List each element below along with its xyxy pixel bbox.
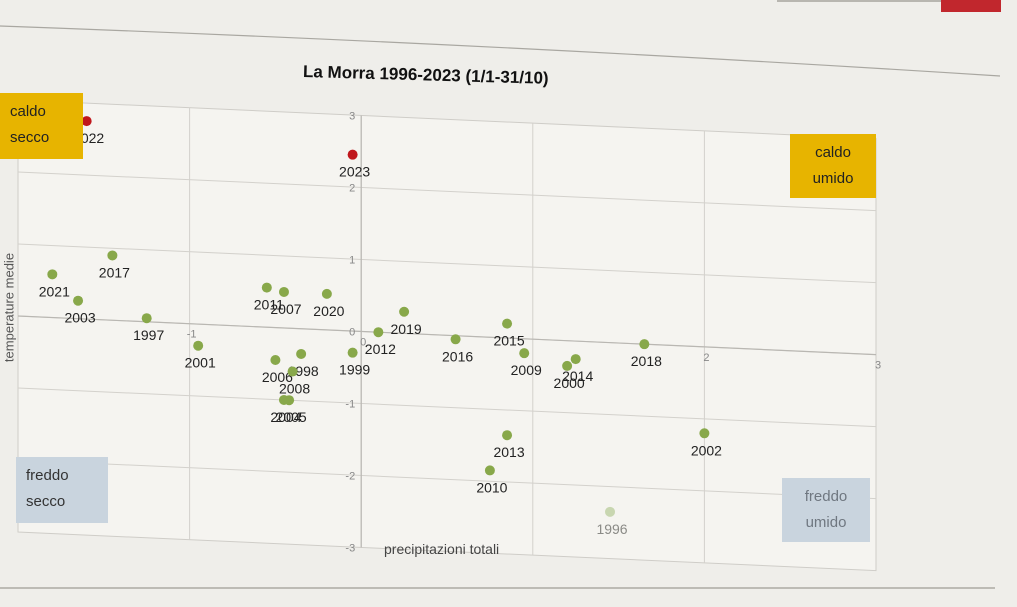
- data-point-2022: [81, 116, 92, 127]
- y-tick-label: -1: [345, 398, 355, 410]
- data-label-2000: 2000: [554, 375, 585, 391]
- quadrant-cold-dry-line1: freddo: [26, 467, 69, 484]
- data-point-2014: [570, 354, 581, 365]
- y-tick-label: -2: [345, 470, 355, 482]
- quadrant-cold-dry-line2: secco: [26, 493, 66, 510]
- x-tick-label: 3: [875, 360, 881, 372]
- data-label-2006: 2006: [262, 369, 293, 385]
- data-label-2013: 2013: [493, 444, 524, 460]
- data-point-2016: [450, 334, 461, 345]
- data-point-2009: [519, 348, 530, 359]
- data-label-2017: 2017: [99, 264, 130, 280]
- quadrant-hot-dry-line1: caldo: [10, 103, 46, 120]
- quadrant-cold-wet-line1: freddo: [804, 488, 848, 505]
- data-label-2011: 2011: [254, 297, 284, 313]
- data-point-2007: [278, 286, 289, 297]
- data-point-2019: [399, 306, 410, 317]
- data-point-2012: [373, 327, 384, 338]
- data-label-2009: 2009: [511, 362, 542, 378]
- x-axis-line: [17, 315, 877, 356]
- data-point-1996: [605, 506, 616, 517]
- y-tick-label: 0: [349, 326, 355, 338]
- data-point-1998: [296, 348, 307, 359]
- quadrant-hot-wet-line2: umido: [812, 170, 854, 187]
- x-tick-label: 2: [703, 352, 709, 364]
- data-point-2015: [502, 318, 513, 329]
- data-label-2020: 2020: [313, 303, 344, 319]
- data-label-1999: 1999: [339, 362, 370, 378]
- data-point-2008: [287, 366, 298, 377]
- data-label-2008: 2008: [279, 381, 310, 397]
- y-tick-label: 3: [349, 110, 355, 122]
- y-tick-label: -3: [345, 542, 355, 554]
- page-border-bottom: [0, 587, 995, 589]
- data-label-2004: 2004: [270, 409, 301, 425]
- quadrant-hot-dry-line2: secco: [10, 129, 50, 146]
- data-label-2014: 2014: [562, 368, 593, 384]
- data-label-2019: 2019: [391, 321, 422, 337]
- data-label-2003: 2003: [64, 310, 95, 326]
- data-label-2002: 2002: [691, 442, 722, 458]
- x-tick-label: -1: [187, 329, 197, 341]
- data-label-1996: 1996: [596, 521, 627, 537]
- quadrant-cold-dry: freddo secco: [16, 457, 108, 523]
- data-point-1999: [347, 347, 358, 358]
- data-point-2006: [270, 354, 281, 365]
- data-point-2000: [562, 360, 573, 371]
- x-axis-label: precipitazioni totali: [384, 541, 500, 557]
- y-axis-label: temperature medie: [1, 252, 17, 363]
- data-point-2003: [73, 295, 84, 306]
- data-label-2016: 2016: [442, 348, 473, 364]
- quadrant-hot-dry: caldo secco: [0, 93, 83, 159]
- data-label-1997: 1997: [133, 327, 164, 343]
- data-point-2005: [284, 395, 295, 406]
- y-tick-label: 1: [349, 254, 355, 266]
- quadrant-cold-wet-line2: umido: [805, 514, 847, 531]
- grid-line-horizontal: [17, 243, 877, 284]
- grid-line-horizontal: [17, 171, 877, 212]
- data-label-2018: 2018: [631, 353, 662, 369]
- data-label-2007: 2007: [270, 301, 301, 317]
- y-tick-label: 2: [349, 182, 355, 194]
- grid-line-horizontal: [17, 387, 877, 428]
- data-label-2010: 2010: [476, 479, 507, 495]
- data-point-2013: [502, 430, 513, 441]
- data-point-2001: [193, 340, 204, 351]
- quadrant-hot-wet: caldo umido: [790, 134, 876, 198]
- grid-line-horizontal: [17, 459, 877, 500]
- data-label-2021: 2021: [39, 283, 70, 299]
- header-line: [777, 0, 947, 2]
- data-label-2023: 2023: [339, 164, 370, 180]
- data-point-1997: [141, 313, 152, 324]
- red-tab-marker: [941, 0, 1001, 12]
- data-point-2010: [484, 465, 495, 476]
- page-border-top: [0, 25, 1001, 77]
- x-tick-label: 0: [360, 336, 366, 348]
- data-label-2015: 2015: [493, 333, 524, 349]
- data-point-2011: [261, 282, 272, 293]
- data-point-2020: [321, 288, 332, 299]
- data-point-2002: [699, 428, 710, 439]
- data-point-2018: [639, 339, 650, 350]
- quadrant-hot-wet-line1: caldo: [815, 144, 851, 161]
- quadrant-cold-wet: freddo umido: [782, 478, 870, 542]
- data-label-2005: 2005: [276, 409, 307, 425]
- data-point-2017: [107, 250, 118, 261]
- data-label-2012: 2012: [365, 341, 396, 357]
- data-label-2001: 2001: [185, 355, 216, 371]
- data-point-2021: [47, 269, 58, 280]
- data-point-2023: [347, 149, 358, 160]
